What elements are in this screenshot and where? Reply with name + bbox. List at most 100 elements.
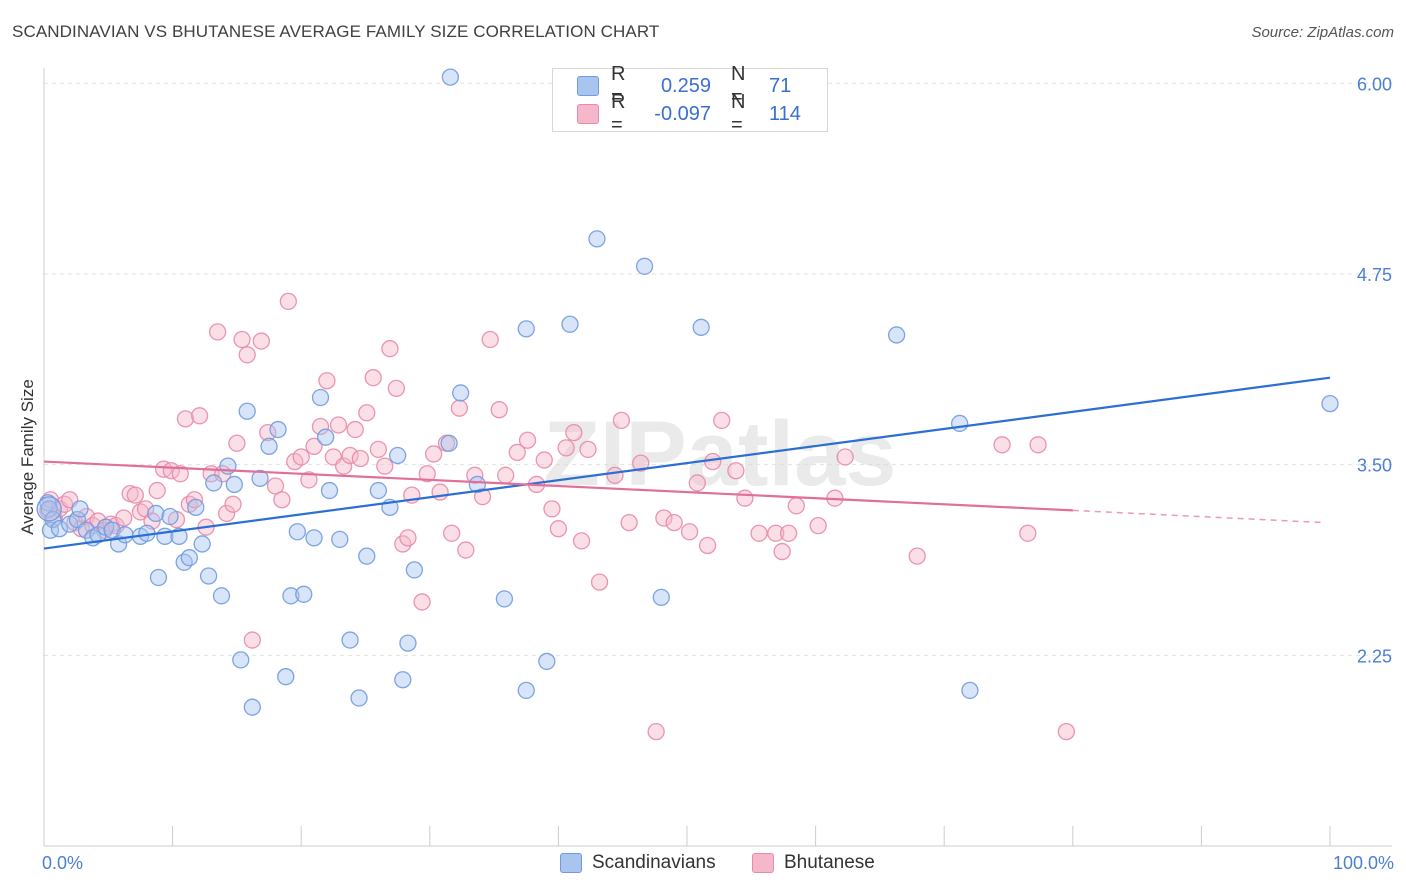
x-tick-label: 0.0% — [42, 853, 83, 873]
x-tick-label: 100.0% — [1333, 853, 1394, 873]
data-point — [518, 431, 537, 449]
y-tick-label: 3.50 — [1357, 456, 1392, 476]
data-point — [750, 524, 768, 542]
data-point — [440, 434, 458, 452]
data-point — [736, 489, 754, 507]
data-point — [468, 475, 487, 494]
data-point — [233, 330, 251, 349]
data-point — [316, 428, 335, 446]
data-point — [36, 496, 62, 522]
data-point — [364, 369, 382, 387]
data-point — [212, 587, 231, 605]
y-tick-label: 4.75 — [1357, 265, 1392, 285]
data-point — [635, 257, 654, 275]
chart-source: Source: ZipAtlas.com — [1251, 24, 1394, 41]
data-point — [148, 481, 166, 500]
data-point — [557, 439, 575, 457]
data-point — [269, 420, 287, 439]
data-point — [450, 399, 469, 417]
data-point — [632, 454, 650, 472]
data-point — [193, 535, 211, 553]
y-tick-label: 6.00 — [1357, 74, 1392, 94]
data-point — [655, 509, 673, 527]
data-point — [175, 553, 193, 571]
data-point — [288, 523, 306, 541]
bhutanese-points — [39, 292, 1076, 741]
data-point — [490, 401, 508, 419]
bhutanese-trend-line — [43, 460, 1073, 512]
data-point — [282, 587, 300, 605]
scandinavians-trend-line — [43, 376, 1331, 550]
data-point — [311, 388, 330, 407]
data-point — [590, 573, 609, 591]
data-point — [376, 457, 394, 475]
data-point — [116, 526, 134, 544]
data-point — [620, 513, 638, 532]
data-point — [1057, 722, 1076, 741]
data-point — [1321, 394, 1339, 413]
data-point — [394, 671, 412, 689]
data-point — [1029, 436, 1047, 454]
data-point — [457, 541, 475, 559]
data-point — [225, 475, 243, 494]
data-point — [251, 469, 269, 488]
data-point — [727, 462, 745, 480]
data-point — [346, 420, 364, 439]
data-point — [224, 495, 242, 513]
scandinavians-swatch — [560, 853, 582, 873]
data-point — [358, 547, 376, 565]
bhutanese-swatch — [752, 853, 774, 873]
correlation-legend: R = 0.259 N = 71 R = -0.097 N = 114 — [552, 63, 828, 136]
data-point — [243, 698, 261, 716]
data-point — [692, 318, 710, 336]
data-point — [311, 417, 330, 436]
data-point — [680, 523, 699, 541]
data-point — [208, 323, 227, 341]
data-point — [497, 466, 515, 484]
data-point — [779, 524, 798, 542]
data-point — [305, 529, 323, 547]
data-point — [612, 411, 631, 430]
data-point — [698, 536, 717, 555]
gridlines — [44, 82, 1392, 656]
bhutanese-swatch — [577, 104, 599, 124]
trend-lines — [43, 376, 1331, 550]
legend-item-scandinavians[interactable]: Scandinavians — [560, 852, 716, 874]
data-point — [481, 330, 499, 349]
data-point — [517, 681, 535, 700]
n-value: 114 — [769, 102, 801, 125]
data-point — [329, 416, 348, 434]
series-legend: Scandinavians Bhutanese — [0, 852, 1406, 878]
r-value: 0.259 — [660, 74, 711, 97]
data-point — [381, 340, 399, 358]
bhutanese-trend-line-extrapolated — [1072, 509, 1325, 524]
scandinavians-swatch — [577, 76, 599, 96]
data-point — [358, 404, 376, 422]
data-point — [425, 445, 443, 463]
data-point — [170, 527, 188, 545]
data-point — [243, 631, 261, 649]
data-point — [647, 722, 665, 741]
data-point — [341, 446, 359, 465]
data-point — [961, 681, 979, 700]
legend-row-scandinavians: R = 0.259 N = 71 — [577, 63, 809, 108]
data-point — [908, 547, 926, 565]
data-point — [588, 230, 606, 248]
data-point — [187, 498, 205, 516]
data-point — [443, 524, 461, 542]
n-label: N = — [731, 63, 746, 108]
data-point — [665, 513, 683, 532]
r-label: R = — [611, 91, 626, 136]
legend-item-bhutanese[interactable]: Bhutanese — [752, 852, 875, 874]
data-point — [180, 549, 198, 567]
data-point — [292, 448, 310, 466]
axes — [43, 68, 1392, 847]
data-point — [452, 384, 470, 402]
data-point — [252, 332, 270, 350]
data-point — [273, 491, 291, 509]
data-point — [517, 320, 535, 338]
data-point — [405, 561, 424, 579]
data-point — [334, 457, 353, 475]
data-point — [50, 520, 69, 538]
